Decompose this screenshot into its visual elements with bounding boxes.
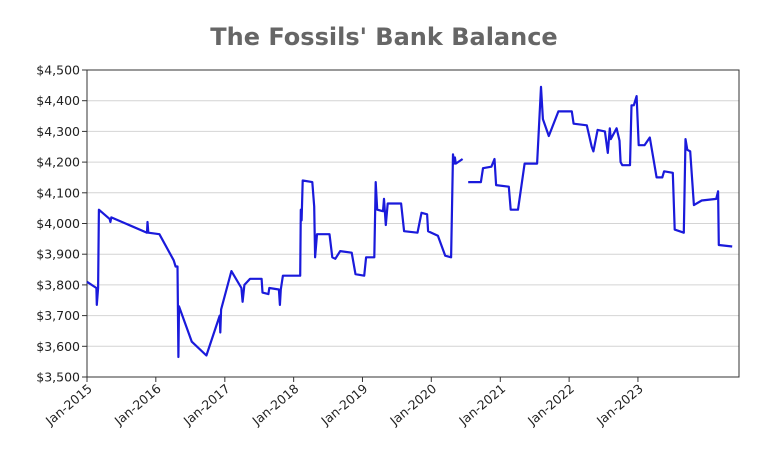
y-tick-label: $4,400 (36, 93, 80, 108)
y-tick-label: $4,500 (36, 63, 80, 78)
balance-line-segment-2 (468, 85, 733, 248)
y-tick-label: $4,000 (36, 216, 80, 231)
y-tick-label: $3,600 (36, 339, 80, 354)
chart-title: The Fossils' Bank Balance (210, 23, 557, 51)
y-tick-label: $3,500 (36, 370, 80, 385)
y-tick-label: $3,700 (36, 308, 80, 323)
y-tick-label: $3,900 (36, 247, 80, 262)
balance-line-segment-1 (86, 153, 464, 359)
y-tick-label: $4,100 (36, 185, 80, 200)
y-tick-label: $3,800 (36, 277, 80, 292)
y-tick-label: $4,300 (36, 124, 80, 139)
y-tick-label: $4,200 (36, 155, 80, 170)
y-axis-ticks: $3,500 $3,600 $3,700 $3,800 $3,900 $4,000 $4,1… (36, 63, 87, 385)
series-group (86, 85, 733, 359)
